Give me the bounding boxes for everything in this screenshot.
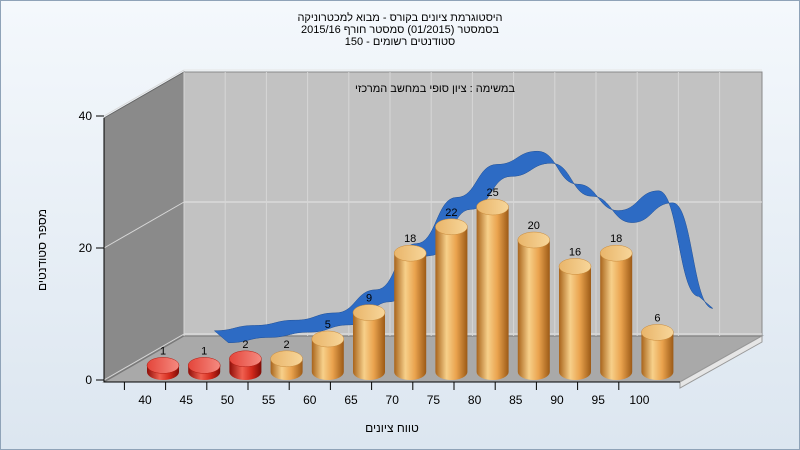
bar-top-80 — [476, 198, 509, 216]
bar-body-75 — [435, 226, 468, 380]
bar-body-95 — [600, 253, 633, 380]
x-tick-label: 90 — [550, 393, 564, 407]
bar-100: 6 — [641, 312, 674, 380]
bar-80: 25 — [476, 187, 509, 380]
bar-top-65 — [352, 304, 386, 321]
bar-top-75 — [435, 218, 468, 236]
bar-body-100 — [641, 332, 674, 380]
x-tick-label: 75 — [427, 393, 441, 407]
bar-label-65: 9 — [366, 293, 372, 305]
grid-line-diagonal — [103, 333, 185, 381]
bar-label-95: 18 — [610, 233, 622, 245]
y-axis-label: מספר סטודנטים — [35, 209, 49, 291]
x-tick-label: 50 — [221, 393, 235, 407]
y-tick-label: 0 — [85, 373, 92, 387]
bar-40: 1 — [146, 345, 180, 380]
bar-top-95 — [599, 244, 633, 262]
grid-line-diagonal — [103, 201, 185, 249]
bar-body-85 — [517, 240, 550, 380]
bar-top-55 — [270, 350, 303, 368]
side-wall — [103, 71, 185, 383]
bar-body-70 — [394, 253, 427, 380]
bar-label-40: 1 — [160, 345, 166, 357]
bar-label-100: 6 — [654, 312, 660, 324]
bar-90: 16 — [558, 246, 592, 380]
x-axis-label: טווח ציונים — [365, 421, 419, 435]
bar-55: 2 — [270, 339, 303, 380]
x-tick-label: 65 — [344, 393, 358, 407]
bar-top-90 — [558, 258, 592, 275]
x-tick-label: 45 — [180, 393, 194, 407]
floor-edge — [679, 335, 763, 389]
x-tick-label: 85 — [509, 393, 523, 407]
axes — [96, 115, 680, 383]
bar-top-40 — [146, 357, 180, 374]
bar-85: 20 — [517, 220, 551, 380]
bar-label-90: 16 — [569, 246, 581, 258]
chart-title-line-1: היסטוגרמת ציונים בקורס - מבוא למכטרוניקה — [297, 12, 503, 24]
x-tick-label: 55 — [262, 393, 276, 407]
bar-label-70: 18 — [404, 233, 416, 245]
bar-95: 18 — [599, 233, 633, 380]
bar-label-80: 25 — [486, 187, 498, 199]
bar-label-85: 20 — [528, 220, 540, 232]
x-tick-label: 80 — [468, 393, 482, 407]
chart-title-line-3: סטודנטים רשומים - 150 — [344, 36, 456, 48]
grid-line-diagonal — [103, 69, 185, 117]
x-tick-label: 95 — [592, 393, 606, 407]
bar-top-70 — [393, 244, 427, 262]
x-tick-labels: 40 45 50 55 60 65 70 75 80 85 90 95 100 — [123, 382, 650, 407]
bar-top-100 — [641, 324, 674, 341]
chart-subtitle: במשימה : ציון סופי במחשב המרכזי — [355, 83, 515, 95]
bar-45: 1 — [187, 345, 221, 380]
bar-top-50 — [229, 350, 262, 368]
bar-body-80 — [476, 207, 509, 380]
x-tick-label: 60 — [303, 393, 317, 407]
bar-label-50: 2 — [242, 339, 248, 351]
bar-label-55: 2 — [284, 339, 290, 351]
bar-top-60 — [311, 330, 345, 348]
bar-60: 5 — [311, 319, 345, 380]
bar-body-65 — [353, 312, 385, 380]
bar-label-45: 1 — [201, 345, 207, 357]
y-tick-label: 40 — [79, 109, 93, 123]
bar-body-60 — [311, 339, 344, 380]
bar-body-90 — [559, 266, 591, 380]
x-tick-label: 40 — [138, 393, 152, 407]
bar-label-60: 5 — [325, 319, 331, 331]
bar-50: 2 — [229, 339, 262, 380]
y-tick-labels: 0 20 40 — [79, 109, 93, 387]
x-tick-label: 100 — [629, 393, 649, 407]
bar-65: 9 — [352, 293, 386, 380]
bar-top-45 — [187, 357, 221, 374]
bar-label-75: 22 — [445, 207, 457, 219]
y-tick-label: 20 — [79, 241, 93, 255]
bar-top-85 — [517, 231, 551, 249]
chart-title-line-2: בסמסטר (01/2015) סמסטר חורף 2015/16 — [300, 24, 500, 36]
x-tick-label: 70 — [386, 393, 400, 407]
bar-75: 22 — [435, 207, 468, 380]
bar-70: 18 — [393, 233, 427, 380]
